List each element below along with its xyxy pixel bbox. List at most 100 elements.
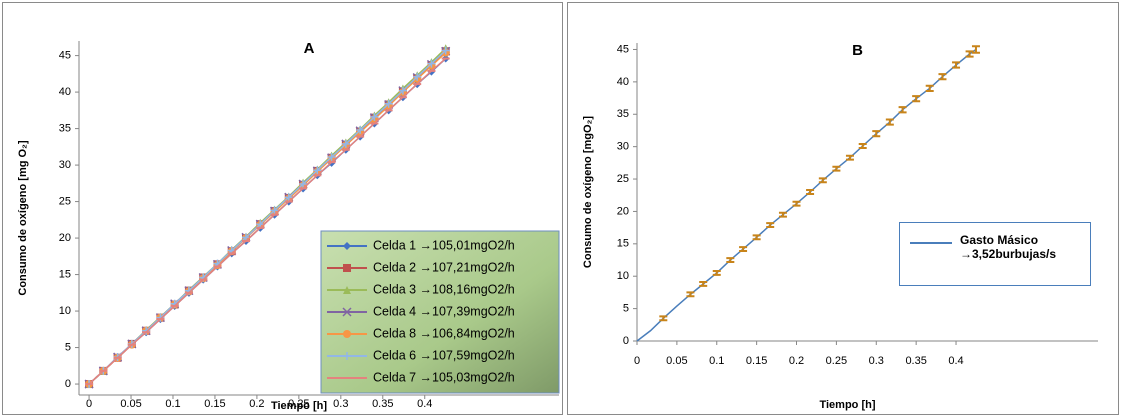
- y-tick-label: 25: [59, 195, 71, 207]
- y-tick-label: 15: [59, 268, 71, 280]
- x-tick-label: 0.2: [249, 398, 264, 410]
- x-tick-label: 0.3: [333, 398, 348, 410]
- x-tick-label: 0.35: [372, 398, 393, 410]
- legend-key: [910, 242, 952, 244]
- x-tick-label: 0.15: [746, 355, 767, 367]
- error-bar: [898, 106, 907, 114]
- legend: Gasto Másico →3,52burbujas/s: [899, 222, 1091, 286]
- error-bar: [965, 50, 974, 58]
- marker: [327, 153, 336, 162]
- y-tick-label: 0: [65, 378, 71, 390]
- legend-label: Celda 6 →107,59mgO2/h: [373, 348, 515, 362]
- chart-panel: B 0 5 10 15 20 25 30 35 40 45 0 0.05 0.1 0.15 0.2 0.25 0.…: [567, 2, 1119, 415]
- marker: [343, 242, 351, 250]
- x-tick-label: 0.1: [165, 398, 180, 410]
- marker: [343, 286, 351, 294]
- error-bar: [872, 130, 881, 138]
- y-tick-label: 30: [59, 159, 71, 171]
- x-axis-label: Tiempo [h]: [819, 399, 875, 411]
- error-bar: [766, 222, 775, 228]
- y-tick-label: 25: [617, 173, 629, 185]
- marker: [398, 86, 407, 95]
- error-bar: [818, 177, 827, 184]
- error-bar: [925, 84, 934, 92]
- legend-label: Celda 2 →107,21mgO2/h: [373, 260, 515, 274]
- y-tick-label: 30: [617, 141, 629, 153]
- legend-label: Celda 7 →105,03mgO2/h: [373, 370, 515, 384]
- chart-panel: A 0 5 10 15 20 25 30 35 40 45 0 0.05 0.1 0.15 0.2 0.25 0.…: [2, 2, 563, 415]
- y-tick-label: 20: [617, 205, 629, 217]
- x-tick-label: 0.2: [789, 355, 804, 367]
- y-tick-label: 10: [59, 305, 71, 317]
- marker: [284, 193, 293, 202]
- marker: [313, 166, 322, 175]
- marker: [427, 59, 436, 68]
- chart: A 0 5 10 15 20 25 30 35 40 45 0 0.05 0.1 0.15 0.2 0.25 0.…: [17, 40, 560, 412]
- error-bar: [971, 45, 980, 54]
- y-tick-label: 45: [59, 50, 71, 62]
- x-tick-label: 0.25: [288, 398, 309, 410]
- legend-label: Gasto Másico →3,52burbujas/s: [960, 233, 1057, 261]
- x-axis-label: Tiempo [h]: [271, 400, 327, 412]
- marker: [343, 264, 351, 272]
- x-tick-label: 0.35: [905, 355, 926, 367]
- error-bar: [885, 118, 894, 126]
- error-bar: [778, 211, 787, 218]
- chart-title: A: [304, 40, 315, 57]
- y-axis-label: Consumo de oxígeno [mgO₂]: [582, 116, 594, 269]
- y-tick-label: 15: [617, 238, 629, 250]
- error-bar: [712, 270, 721, 276]
- error-bar: [699, 281, 708, 287]
- error-bar: [806, 189, 815, 195]
- error-bar: [938, 73, 947, 81]
- marker: [341, 139, 350, 148]
- x-tick-label: 0.15: [204, 398, 225, 410]
- chart: B 0 5 10 15 20 25 30 35 40 45 0 0.05 0.1 0.15 0.2 0.25 0.…: [582, 42, 1098, 411]
- chart-title: B: [852, 42, 863, 59]
- y-tick-label: 20: [59, 232, 71, 244]
- error-bar: [659, 315, 668, 322]
- data-line: [88, 49, 447, 385]
- error-bar: [792, 200, 801, 207]
- marker: [370, 112, 379, 121]
- marker: [441, 46, 450, 55]
- legend-label: Celda 3 →108,16mgO2/h: [373, 282, 515, 296]
- marker: [413, 72, 422, 81]
- x-tick-label: 0: [86, 398, 92, 410]
- error-bar: [912, 95, 921, 103]
- x-tick-label: 0: [634, 355, 640, 367]
- data-line: [88, 57, 447, 385]
- y-tick-label: 0: [623, 335, 629, 347]
- y-tick-label: 40: [617, 76, 629, 88]
- y-tick-label: 45: [617, 43, 629, 55]
- y-tick-label: 35: [617, 108, 629, 120]
- x-tick-label: 0.4: [417, 398, 432, 410]
- error-bar: [845, 154, 854, 161]
- x-tick-label: 0.25: [826, 355, 847, 367]
- error-bar: [726, 257, 735, 263]
- marker: [270, 206, 279, 215]
- error-bar: [739, 246, 748, 252]
- marker: [299, 180, 308, 189]
- y-tick-label: 10: [617, 270, 629, 282]
- y-tick-label: 40: [59, 86, 71, 98]
- x-tick-label: 0.05: [666, 355, 687, 367]
- error-bar: [952, 61, 961, 69]
- legend-label: Celda 4 →107,39mgO2/h: [373, 304, 515, 318]
- marker: [342, 307, 352, 317]
- error-bar: [752, 234, 761, 241]
- x-tick-label: 0.4: [948, 355, 963, 367]
- y-tick-label: 5: [65, 341, 71, 353]
- error-bar: [686, 291, 695, 298]
- legend-label: Celda 1 →105,01mgO2/h: [373, 238, 515, 252]
- x-tick-label: 0.1: [709, 355, 724, 367]
- y-tick-label: 35: [59, 122, 71, 134]
- y-tick-label: 5: [623, 303, 629, 315]
- marker: [343, 352, 351, 360]
- x-tick-label: 0.05: [120, 398, 141, 410]
- marker: [356, 126, 365, 135]
- marker: [384, 99, 393, 108]
- error-bar: [832, 165, 841, 172]
- error-bar: [858, 143, 867, 149]
